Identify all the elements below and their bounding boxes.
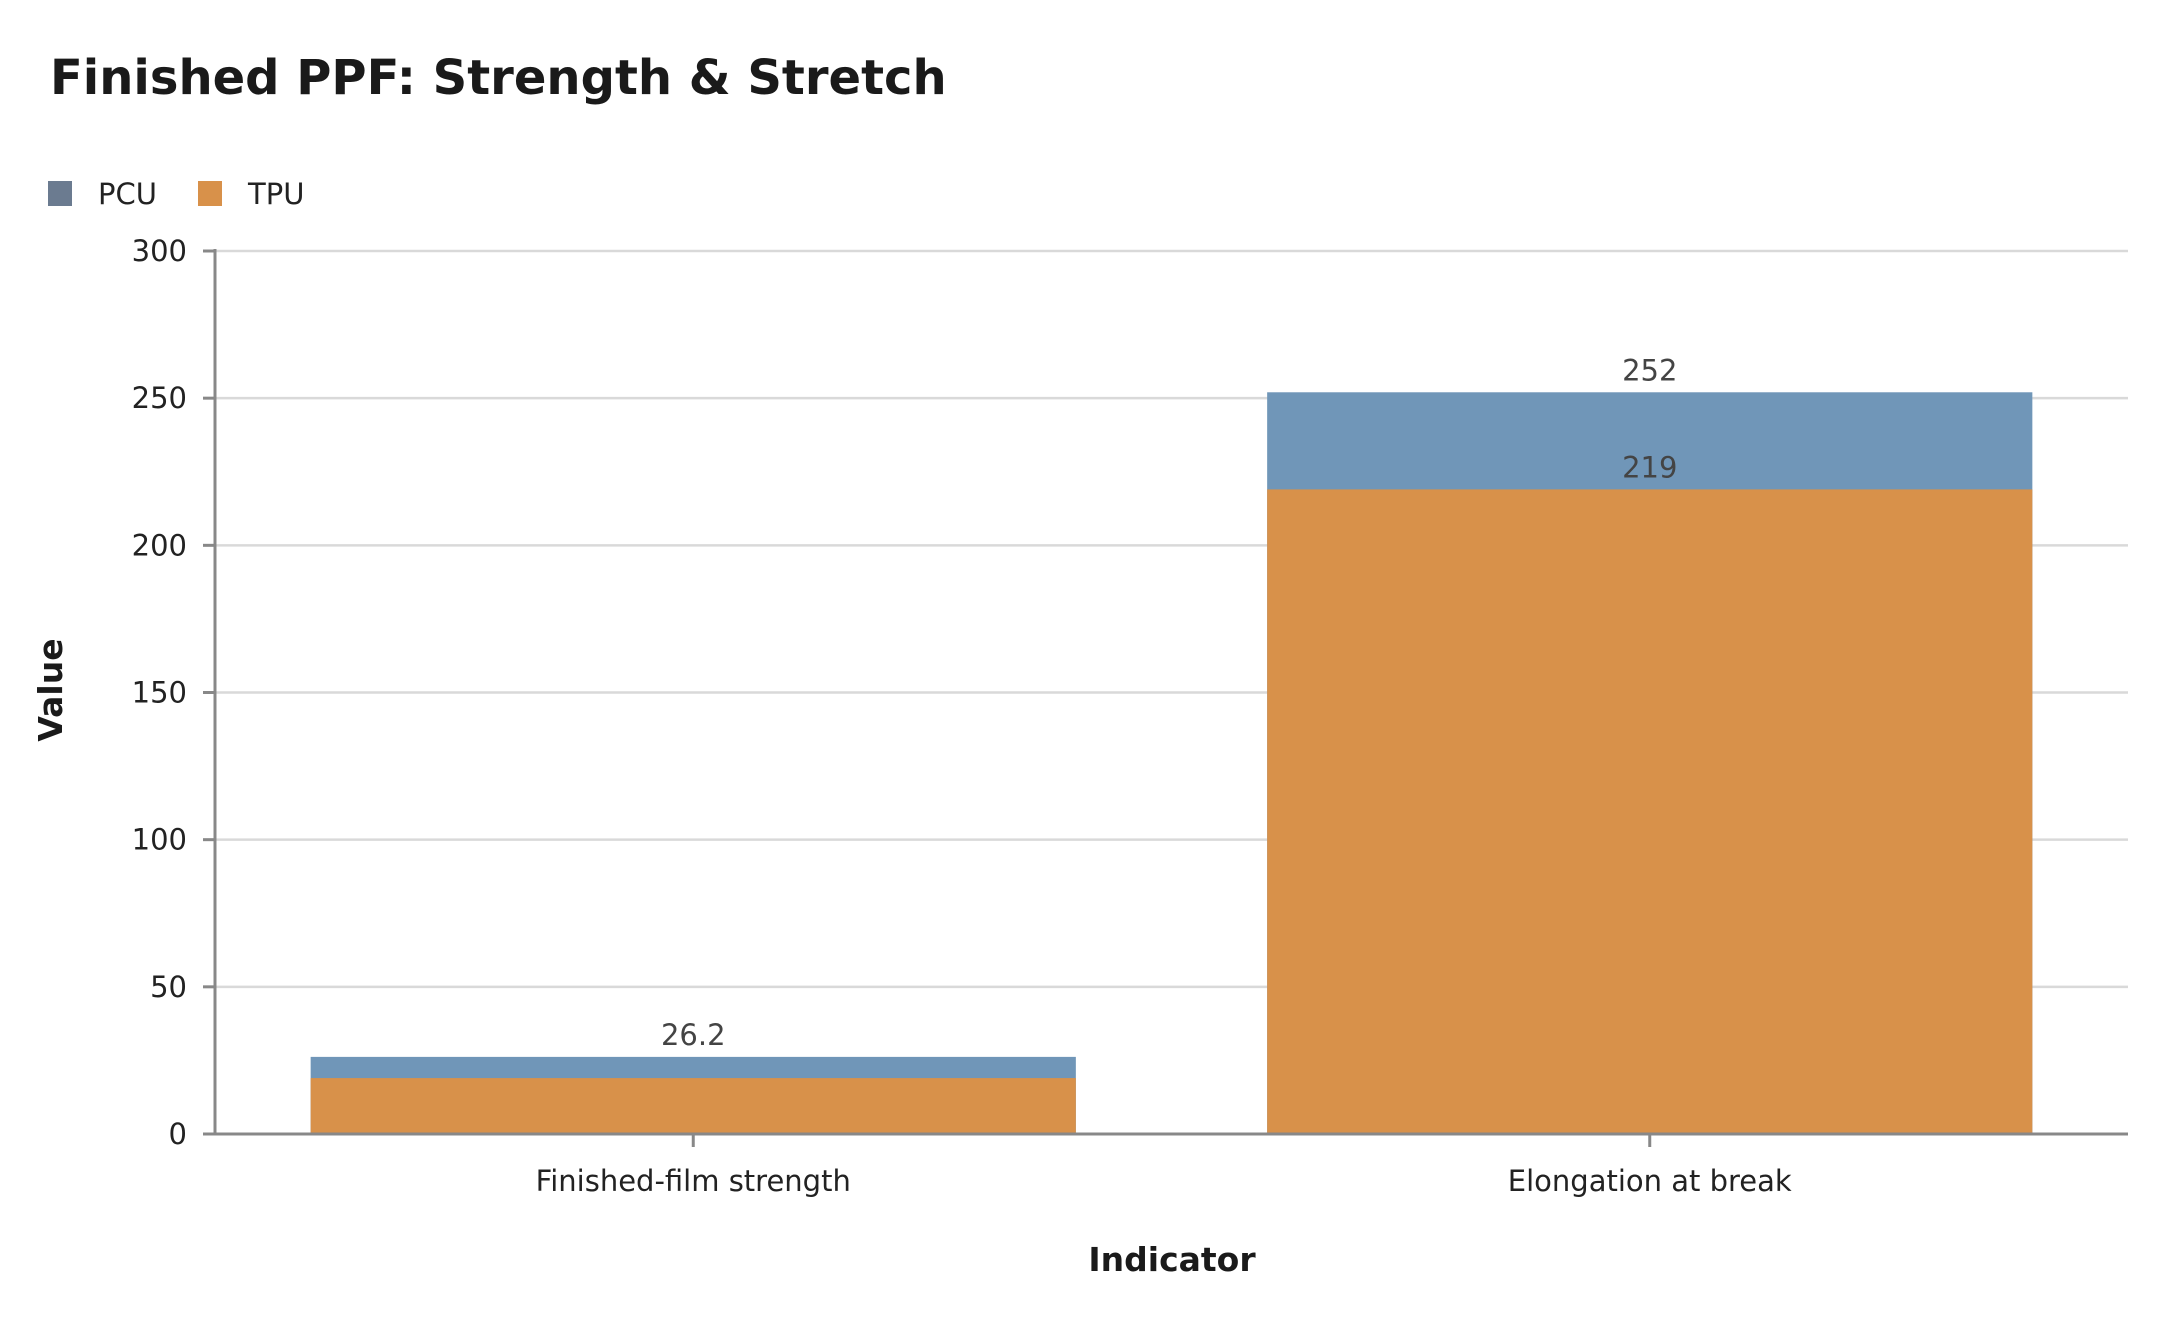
x-axis-title: Indicator (1088, 1240, 1256, 1279)
y-tick-label-0: 0 (169, 1117, 187, 1151)
x-tick-label-2: Elongation at break (1508, 1164, 1792, 1198)
tick-labels: 0 50 100 150 200 250 300 Finished-film strength… (132, 234, 1792, 1198)
legend-swatch-tpu (198, 181, 222, 206)
bars (310, 392, 2033, 1134)
y-tick-label-100: 100 (132, 823, 187, 857)
y-tick-label-50: 50 (150, 970, 187, 1004)
y-axis-title: Value (31, 638, 70, 741)
legend-swatch-pcu (48, 181, 72, 206)
y-tick-label-200: 200 (132, 528, 187, 562)
legend: PCU TPU (48, 177, 304, 211)
bar-tpu-1 (310, 1078, 1076, 1134)
data-label-tpu-2: 219 (1622, 450, 1677, 484)
legend-label-pcu: PCU (98, 177, 157, 211)
axes (203, 249, 2128, 1147)
y-tick-label-300: 300 (132, 234, 187, 268)
data-labels: 26.2 252 219 (661, 353, 1677, 1052)
y-tick-label-150: 150 (132, 676, 187, 710)
data-label-pcu-1: 26.2 (661, 1018, 726, 1052)
bar-tpu-2 (1267, 489, 2033, 1134)
data-label-pcu-2: 252 (1622, 353, 1677, 387)
chart-title: Finished PPF: Strength & Stretch (50, 50, 947, 106)
legend-label-tpu: TPU (247, 177, 304, 211)
y-tick-label-250: 250 (132, 381, 187, 415)
x-tick-label-1: Finished-film strength (536, 1164, 851, 1198)
